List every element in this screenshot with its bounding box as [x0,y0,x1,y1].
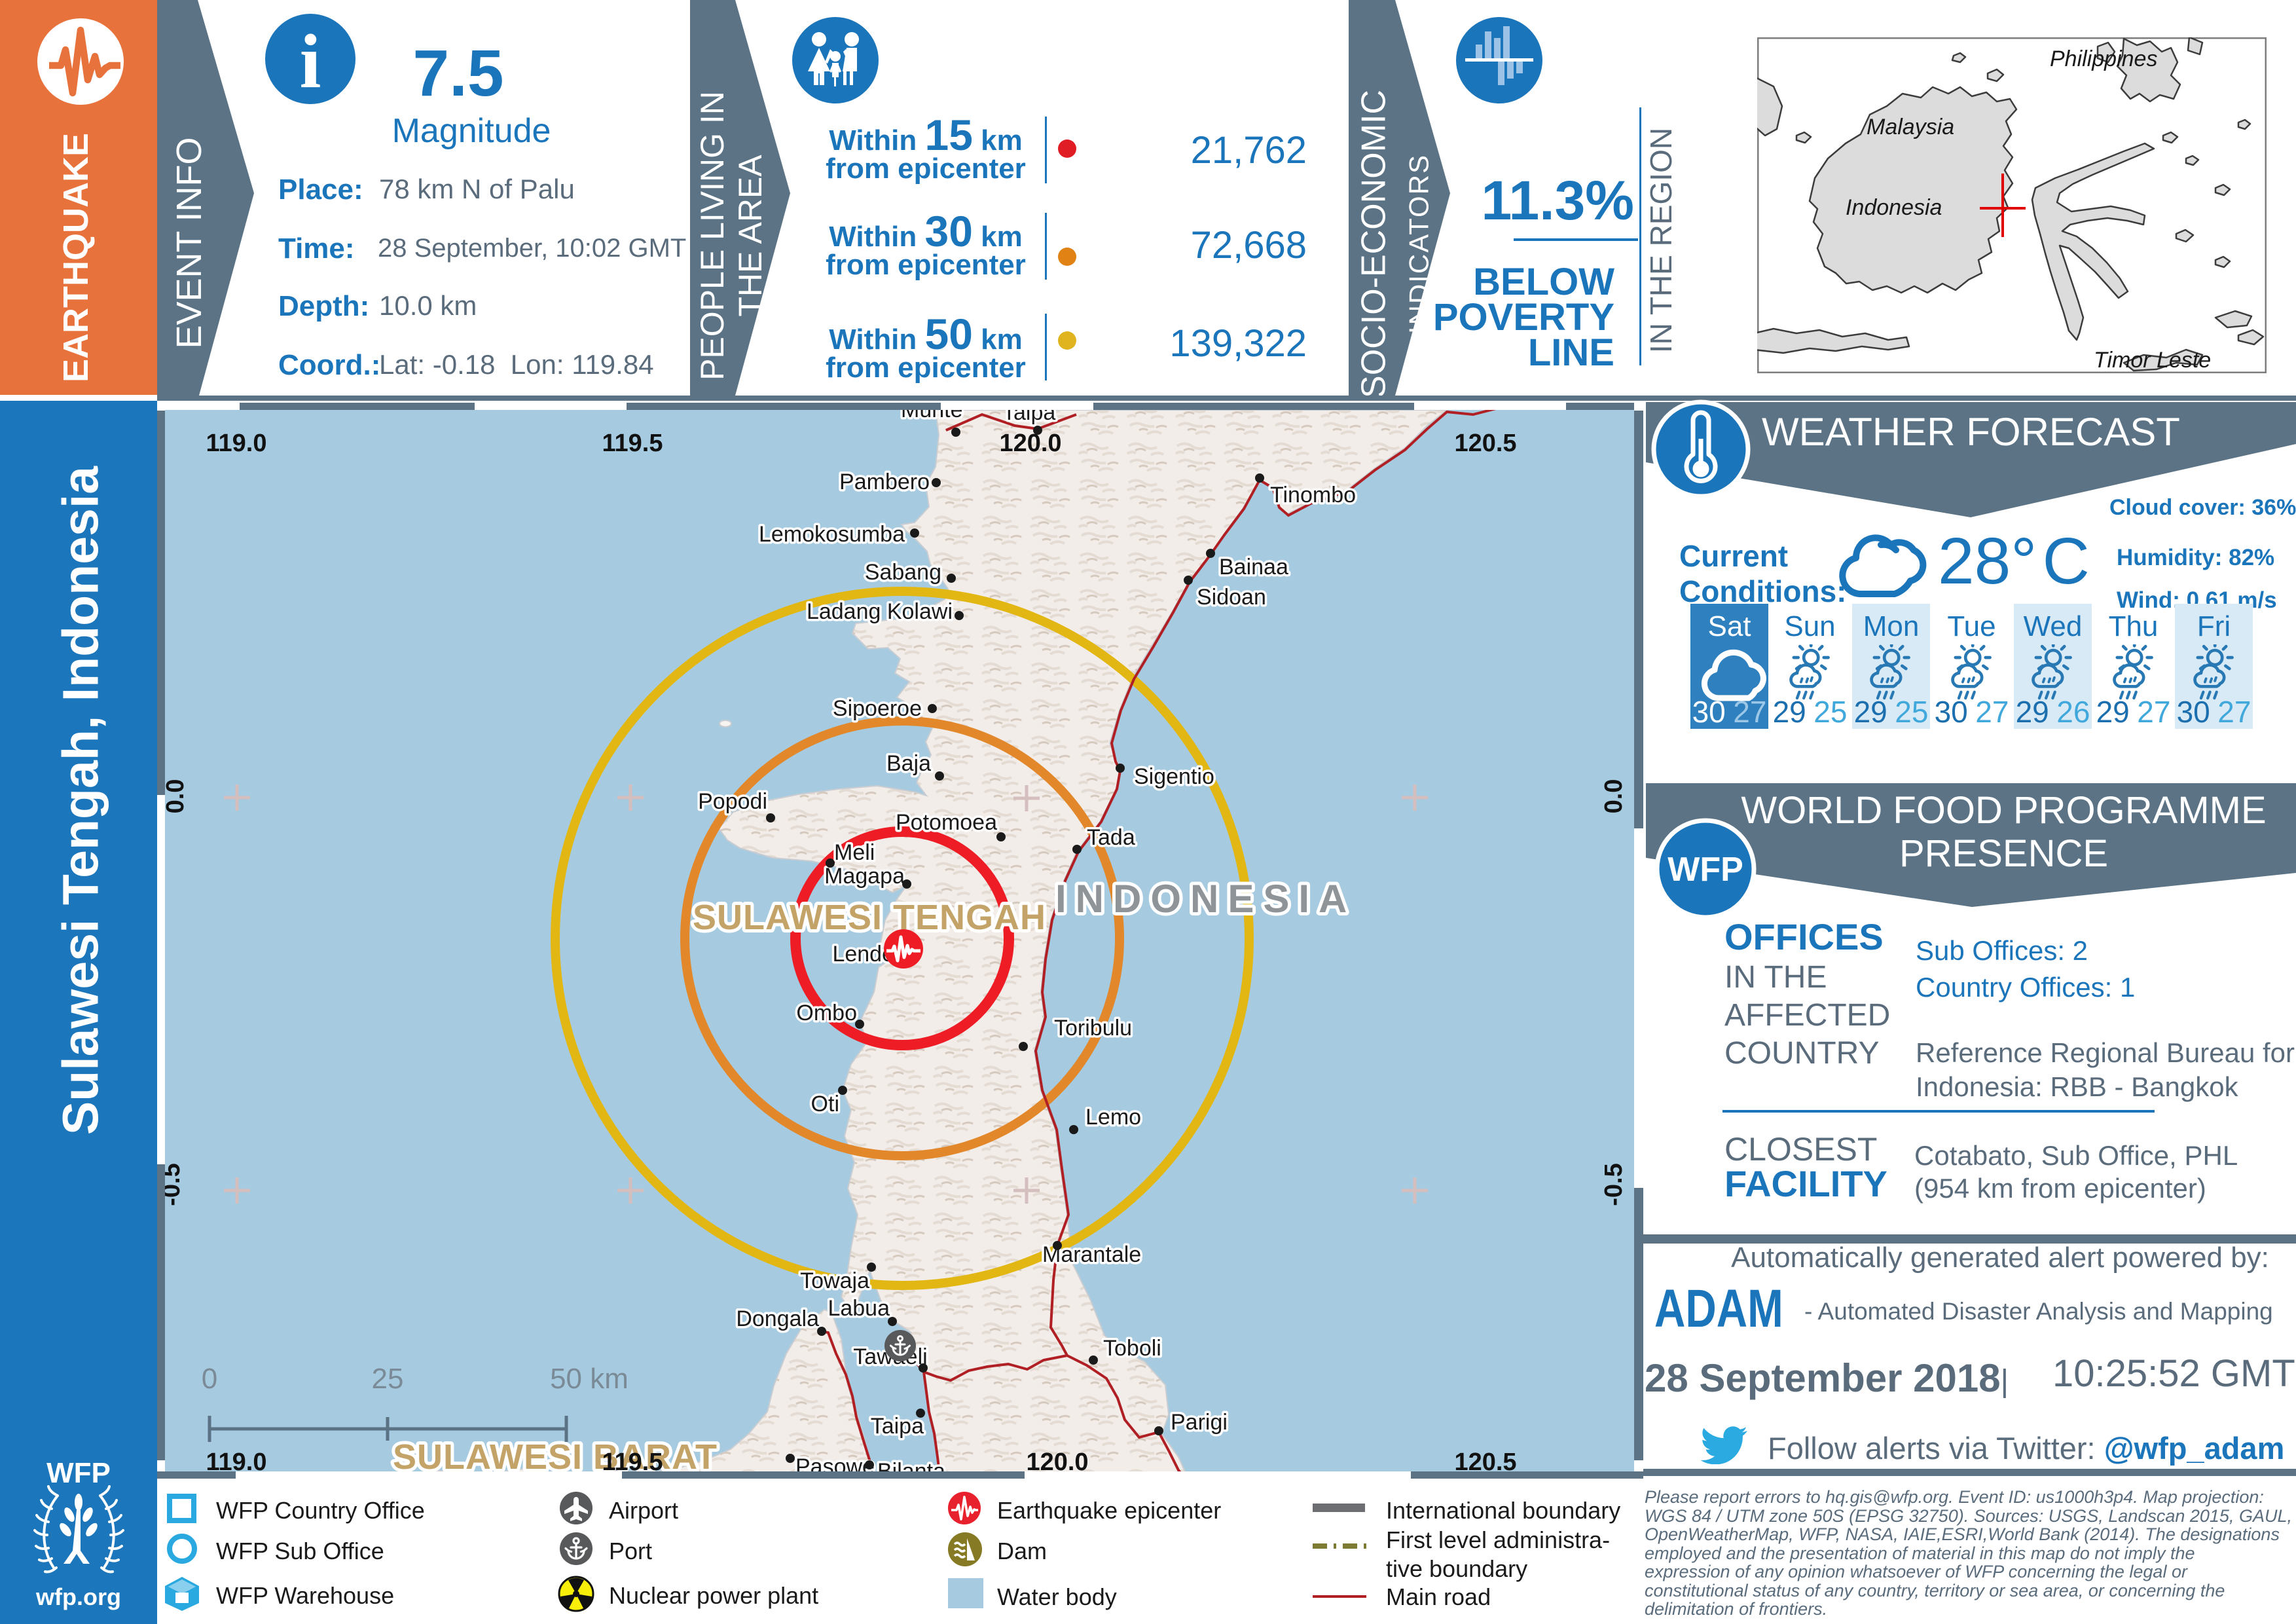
svg-text:i: i [300,18,321,104]
svg-text:SULAWESI BARAT: SULAWESI BARAT [393,1437,718,1477]
svg-text:SULAWESI TENGAH: SULAWESI TENGAH [693,898,1046,937]
svg-text:Parigi: Parigi [1171,1410,1228,1435]
svg-text:INDONESIA: INDONESIA [1055,877,1356,921]
svg-text:119.0: 119.0 [206,430,267,457]
svg-text:Indonesia: Indonesia [1846,195,1942,220]
svg-text:Magapa: Magapa [824,864,905,889]
svg-text:Timor Leste: Timor Leste [2094,348,2211,373]
svg-text:0.0: 0.0 [1600,779,1628,814]
svg-text:Oti: Oti [811,1092,839,1116]
svg-text:119.5: 119.5 [602,430,663,457]
svg-text:WFP: WFP [1667,851,1743,889]
svg-text:Towaja: Towaja [800,1268,869,1293]
svg-text:0.0: 0.0 [162,779,189,814]
svg-text:120.0: 120.0 [999,430,1061,457]
svg-text:120.5: 120.5 [1454,430,1516,457]
svg-text:0: 0 [202,1363,217,1395]
svg-text:Tinombo: Tinombo [1270,483,1356,507]
svg-text:Bainaa: Bainaa [1219,555,1288,580]
svg-text:Lemokosumba: Lemokosumba [759,522,905,547]
svg-text:Sigentio: Sigentio [1134,764,1214,789]
svg-text:Lemo: Lemo [1085,1105,1141,1130]
svg-text:Dongala: Dongala [736,1306,819,1331]
svg-text:Pambero: Pambero [839,470,930,494]
svg-text:Potomoea: Potomoea [896,810,997,835]
svg-text:Philippines: Philippines [2050,46,2157,71]
svg-text:Ladang Kolawi: Ladang Kolawi [807,599,953,624]
svg-text:Labua: Labua [828,1296,890,1321]
svg-text:Meli: Meli [834,840,875,865]
svg-text:Toboli: Toboli [1103,1336,1161,1361]
svg-text:Taipa: Taipa [871,1414,924,1439]
svg-text:Tada: Tada [1087,825,1135,850]
svg-text:Popodi: Popodi [698,789,767,814]
svg-text:Toribulu: Toribulu [1054,1016,1132,1041]
svg-text:25: 25 [372,1363,404,1395]
svg-text:Sidoan: Sidoan [1197,585,1266,610]
svg-text:50 km: 50 km [550,1363,629,1395]
svg-text:Baja: Baja [886,751,931,776]
svg-text:Sipoeroe: Sipoeroe [833,696,922,721]
svg-text:-0.5: -0.5 [1600,1163,1628,1206]
svg-text:Malaysia: Malaysia [1867,115,1954,139]
svg-text:Sabang: Sabang [865,560,941,585]
svg-text:Ombo: Ombo [796,1001,857,1025]
